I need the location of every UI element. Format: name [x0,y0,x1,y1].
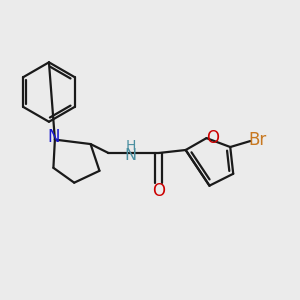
Text: H: H [125,140,136,153]
Text: N: N [124,148,137,164]
Text: N: N [47,128,60,146]
Text: Br: Br [249,131,267,149]
Text: O: O [206,128,220,146]
Text: O: O [152,182,165,200]
